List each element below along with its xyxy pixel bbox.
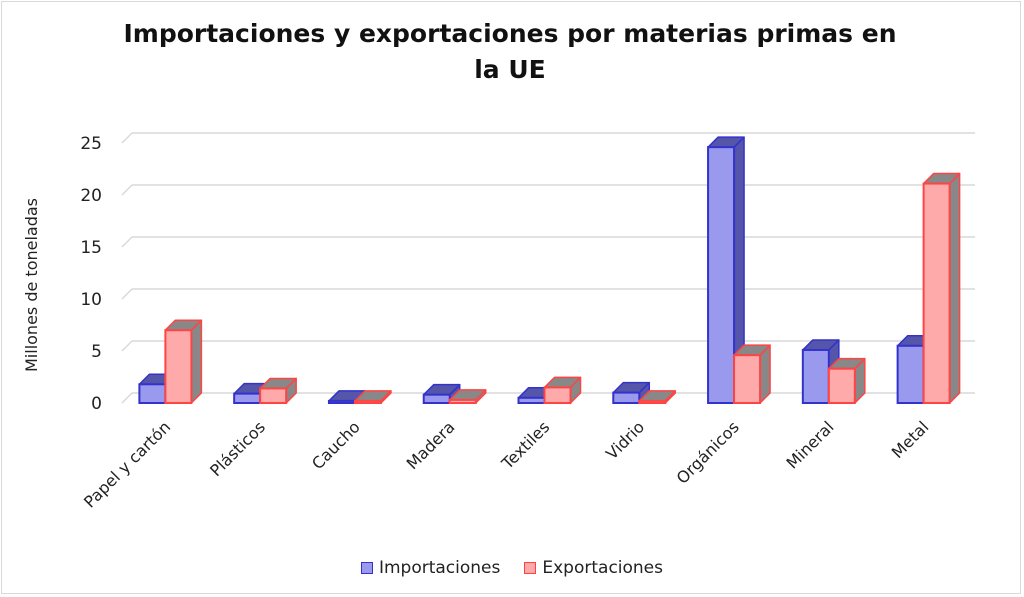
x-tick-label: Metal <box>888 417 933 462</box>
legend: Importaciones Exportaciones <box>0 558 1024 578</box>
y-tick-label: 5 <box>91 342 102 362</box>
bar-side-exportaciones <box>948 172 961 404</box>
bar-exportaciones-2 <box>353 390 392 405</box>
legend-swatch-exportaciones <box>524 562 537 574</box>
bar-front-importaciones <box>422 393 451 404</box>
gridline-diagonal-0 <box>121 392 133 404</box>
bar-front-importaciones <box>327 399 356 405</box>
bar-exportaciones-8 <box>922 172 961 404</box>
bars <box>138 136 961 405</box>
bar-front-importaciones <box>801 348 830 404</box>
bar-front-importaciones <box>612 391 641 405</box>
x-tick-label: Orgánicos <box>673 417 743 487</box>
bar-front-importaciones <box>707 146 736 404</box>
bar-exportaciones-5 <box>638 390 677 405</box>
legend-swatch-importaciones <box>360 562 373 574</box>
bar-front-exportaciones <box>448 398 477 405</box>
x-tick-label: Textiles <box>497 417 553 473</box>
bar-exportaciones-3 <box>448 389 487 405</box>
bar-front-exportaciones <box>827 367 856 404</box>
gridline-diagonal-15 <box>121 236 133 248</box>
gridline-diagonal-25 <box>121 132 133 144</box>
bar-front-exportaciones <box>922 182 951 404</box>
gridline-diagonal-20 <box>121 184 133 196</box>
bar-front-importaciones <box>896 344 925 404</box>
bar-front-importaciones <box>138 383 167 404</box>
x-tick-label: Papel y cartón <box>80 417 174 511</box>
gridline-diagonal-5 <box>121 340 133 352</box>
chart-title-line-1: Importaciones y exportaciones por materi… <box>123 19 897 48</box>
bar-front-exportaciones <box>638 399 667 405</box>
bar-exportaciones-6 <box>733 344 771 405</box>
bar-front-exportaciones <box>353 399 382 405</box>
y-tick-label: 20 <box>80 186 102 206</box>
legend-item-importaciones: Importaciones <box>360 558 501 578</box>
x-tick-label: Madera <box>403 417 459 473</box>
bar-front-importaciones <box>233 392 262 405</box>
bar-front-exportaciones <box>733 354 762 405</box>
legend-item-exportaciones: Exportaciones <box>524 558 663 578</box>
y-tick-label: 25 <box>80 134 102 154</box>
x-tick-label: Caucho <box>308 417 364 473</box>
bar-exportaciones-4 <box>543 376 582 404</box>
bar-front-exportaciones <box>259 387 288 405</box>
bar-side-exportaciones <box>190 319 203 404</box>
y-tick-label: 10 <box>80 290 102 310</box>
legend-label-exportaciones: Exportaciones <box>542 558 664 578</box>
bar-exportaciones-1 <box>259 377 297 405</box>
bar-exportaciones-0 <box>164 319 203 405</box>
legend-label-importaciones: Importaciones <box>378 558 501 578</box>
x-tick-label: Mineral <box>782 417 837 472</box>
bar-front-exportaciones <box>164 329 193 405</box>
y-tick-label: 15 <box>80 238 102 258</box>
x-tick-label: Plásticos <box>206 417 269 480</box>
bar-front-importaciones <box>517 396 546 404</box>
bar-front-exportaciones <box>543 386 572 404</box>
bar-exportaciones-7 <box>827 357 866 404</box>
chart-title: Importaciones y exportaciones por materi… <box>95 16 925 88</box>
gridline-diagonal-10 <box>121 288 133 300</box>
y-axis-title: Millones de toneladas <box>22 198 41 372</box>
x-tick-label: Vidrio <box>602 417 648 463</box>
chart-title-line-2: la UE <box>474 55 546 84</box>
y-tick-label: 0 <box>91 394 102 414</box>
